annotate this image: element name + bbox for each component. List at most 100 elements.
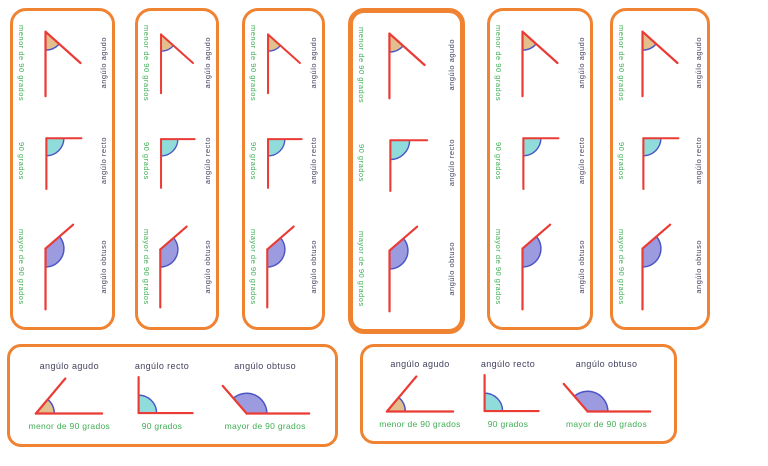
summary-card-1: angúlo agudo menor de 90 grados angúlo r…: [7, 344, 338, 447]
right-degree-label: 90 grados: [494, 142, 503, 180]
acute-angle-section: menor de 90 grados angúlo agudo: [249, 25, 318, 101]
acute-angle-section: menor de 90 grados angúlo agudo: [357, 27, 456, 103]
acute-angle-figure: [387, 32, 426, 100]
obtuse-degree-label: mayor de 90 grados: [357, 231, 366, 307]
acute-angle-figure: [266, 33, 301, 95]
acute-angle-figure: [160, 33, 194, 95]
acute-degree-label: menor de 90 grados: [28, 420, 111, 431]
obtuse-angle-figure: [521, 223, 552, 311]
right-angle-figure: [44, 137, 82, 191]
acute-angle-title: angúlo agudo: [447, 39, 456, 91]
right-angle-section: 90 grados angúlo recto: [617, 126, 703, 196]
right-angle-figure: [266, 138, 303, 189]
bookmark-card-5: menor de 90 grados angúlo agudo 90 grado…: [487, 8, 593, 330]
right-angle-section: angúlo recto 90 grados: [126, 361, 198, 431]
obtuse-degree-label: mayor de 90 grados: [142, 229, 151, 305]
acute-degree-label: menor de 90 grados: [17, 25, 26, 102]
acute-angle-section: angúlo agudo menor de 90 grados: [27, 361, 111, 431]
bookmark-card-1: menor de 90 grados angúlo agudo 90 grado…: [10, 8, 115, 330]
right-angle-title: angúlo recto: [203, 137, 212, 185]
right-angle-section: 90 grados angúlo recto: [494, 126, 586, 196]
right-angle-figure: [137, 375, 194, 414]
acute-angle-section: angúlo agudo menor de 90 grados: [378, 359, 462, 429]
right-angle-figure: [522, 137, 560, 191]
right-angle-title: angúlo recto: [447, 139, 456, 187]
obtuse-degree-label: mayor de 90 grados: [494, 229, 503, 305]
obtuse-angle-section: mayor de 90 grados angúlo obtuso: [17, 221, 108, 313]
acute-angle-title: angúlo agudo: [203, 37, 212, 89]
obtuse-angle-section: mayor de 90 grados angúlo obtuso: [142, 221, 212, 313]
acute-angle-figure: [43, 30, 82, 98]
acute-degree-label: menor de 90 grados: [494, 25, 503, 102]
acute-degree-label: menor de 90 grados: [249, 25, 258, 102]
right-degree-label: 90 grados: [357, 144, 366, 182]
right-angle-section: angúlo recto 90 grados: [472, 359, 544, 429]
obtuse-angle-figure: [159, 225, 188, 309]
acute-angle-title: angúlo agudo: [39, 360, 99, 371]
right-angle-section: 90 grados angúlo recto: [357, 128, 456, 198]
summary-card-2: angúlo agudo menor de 90 grados angúlo r…: [360, 344, 677, 444]
obtuse-degree-label: mayor de 90 grados: [224, 420, 306, 431]
obtuse-angle-figure: [562, 382, 652, 413]
obtuse-angle-figure: [387, 225, 418, 313]
obtuse-degree-label: mayor de 90 grados: [249, 229, 258, 305]
acute-angle-figure: [35, 376, 104, 415]
obtuse-angle-section: angúlo obtuso mayor de 90 grados: [554, 359, 659, 429]
bookmark-card-4: menor de 90 grados angúlo agudo 90 grado…: [348, 8, 465, 334]
right-angle-figure: [160, 138, 196, 189]
acute-angle-section: menor de 90 grados angúlo agudo: [142, 25, 212, 101]
acute-angle-title: angúlo agudo: [390, 359, 450, 369]
obtuse-degree-label: mayor de 90 grados: [566, 419, 647, 429]
acute-angle-section: menor de 90 grados angúlo agudo: [17, 25, 108, 101]
right-angle-title: angúlo recto: [99, 137, 108, 185]
obtuse-angle-title: angúlo obtuso: [203, 240, 212, 294]
right-angle-title: angúlo recto: [134, 360, 190, 371]
right-angle-title: angúlo recto: [694, 137, 703, 185]
acute-degree-label: menor de 90 grados: [617, 25, 626, 102]
acute-degree-label: menor de 90 grados: [379, 419, 461, 429]
obtuse-angle-title: angúlo obtuso: [575, 359, 638, 369]
acute-angle-figure: [385, 375, 455, 413]
acute-degree-label: menor de 90 grados: [142, 25, 151, 102]
obtuse-angle-figure: [265, 225, 295, 309]
acute-angle-section: menor de 90 grados angúlo agudo: [494, 25, 586, 101]
obtuse-angle-section: mayor de 90 grados angúlo obtuso: [494, 221, 586, 313]
acute-angle-section: menor de 90 grados angúlo agudo: [617, 25, 703, 101]
right-angle-title: angúlo recto: [309, 137, 318, 185]
bookmark-cards-row: menor de 90 grados angúlo agudo 90 grado…: [10, 8, 710, 334]
obtuse-angle-figure: [43, 223, 74, 311]
right-angle-figure: [642, 137, 680, 191]
right-degree-label: 90 grados: [141, 420, 183, 431]
obtuse-angle-title: angúlo obtuso: [234, 360, 297, 371]
right-angle-figure: [388, 139, 428, 193]
bookmark-card-2: menor de 90 grados angúlo agudo 90 grado…: [135, 8, 219, 330]
obtuse-angle-figure: [641, 223, 672, 311]
acute-angle-figure: [521, 30, 559, 98]
acute-angle-title: angúlo agudo: [309, 37, 318, 89]
right-angle-section: 90 grados angúlo recto: [142, 126, 212, 196]
right-degree-label: 90 grados: [249, 142, 258, 180]
bookmark-card-3: menor de 90 grados angúlo agudo 90 grado…: [242, 8, 325, 330]
right-angle-section: 90 grados angúlo recto: [249, 126, 318, 196]
obtuse-angle-figure: [221, 384, 310, 415]
obtuse-degree-label: mayor de 90 grados: [617, 229, 626, 305]
obtuse-angle-section: angúlo obtuso mayor de 90 grados: [213, 361, 318, 431]
right-degree-label: 90 grados: [617, 142, 626, 180]
acute-angle-figure: [641, 30, 679, 98]
obtuse-angle-section: mayor de 90 grados angúlo obtuso: [357, 223, 456, 315]
right-angle-section: 90 grados angúlo recto: [17, 126, 108, 196]
obtuse-angle-title: angúlo obtuso: [447, 242, 456, 296]
obtuse-degree-label: mayor de 90 grados: [17, 229, 26, 305]
right-degree-label: 90 grados: [17, 142, 26, 180]
obtuse-angle-title: angúlo obtuso: [309, 240, 318, 294]
bookmark-card-6: menor de 90 grados angúlo agudo 90 grado…: [610, 8, 710, 330]
obtuse-angle-title: angúlo obtuso: [694, 240, 703, 294]
obtuse-angle-section: mayor de 90 grados angúlo obtuso: [617, 221, 703, 313]
right-angle-title: angúlo recto: [480, 359, 536, 369]
obtuse-angle-title: angúlo obtuso: [577, 240, 586, 294]
obtuse-angle-section: mayor de 90 grados angúlo obtuso: [249, 221, 318, 313]
right-degree-label: 90 grados: [142, 142, 151, 180]
acute-angle-title: angúlo agudo: [99, 37, 108, 89]
acute-degree-label: menor de 90 grados: [357, 27, 366, 104]
right-angle-figure: [483, 374, 540, 413]
